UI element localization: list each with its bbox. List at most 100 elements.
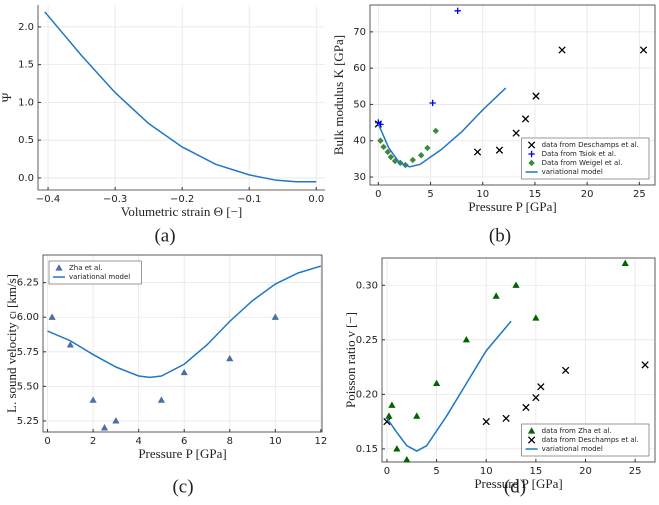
- y-tick-label: 40: [353, 136, 366, 147]
- x-tick-label: 12: [314, 436, 327, 447]
- marker-triangle: [100, 424, 109, 431]
- marker-x: [527, 141, 536, 149]
- marker-triangle: [413, 412, 421, 419]
- x-tick-label: 15: [530, 466, 543, 477]
- marker-diamond: [528, 159, 535, 167]
- marker-triangle: [66, 341, 74, 348]
- marker-triangle: [157, 396, 166, 403]
- x-tick-label: 25: [633, 189, 646, 200]
- marker-diamond: [384, 148, 391, 156]
- x-tick-label: 6: [181, 436, 187, 447]
- y-axis-label: Poisson ratio ν [−]: [343, 312, 358, 408]
- marker-triangle: [112, 417, 120, 424]
- y-tick-label: 0.25: [356, 335, 378, 346]
- marker-triangle: [271, 313, 279, 320]
- marker-x: [527, 436, 536, 444]
- y-tick-label: 1.5: [18, 60, 34, 71]
- model-line: [386, 320, 512, 452]
- y-tick-label: 0.30: [356, 280, 378, 291]
- marker-triangle: [492, 292, 500, 299]
- legend: Zha et al.variational model: [48, 260, 142, 285]
- marker-x: [641, 361, 649, 369]
- x-tick-label: 10: [480, 466, 493, 477]
- model-line: [44, 11, 317, 183]
- caption: (b): [489, 225, 511, 246]
- marker-x: [532, 393, 540, 402]
- legend-label: Zha et al.: [69, 264, 102, 272]
- y-tick-label: 5.75: [17, 347, 39, 358]
- marker-triangle: [48, 313, 56, 320]
- marker-plus: [454, 7, 461, 15]
- y-axis-label: Ψ: [0, 92, 14, 102]
- marker-triangle: [528, 427, 536, 434]
- x-tick-label: 15: [529, 189, 542, 200]
- marker-x: [561, 366, 570, 375]
- y-axis-label: Bulk modulus K [GPa]: [331, 35, 346, 155]
- marker-x: [495, 146, 504, 154]
- legend-label: variational model: [542, 168, 603, 176]
- caption: (d): [504, 476, 526, 497]
- marker-x: [482, 417, 490, 426]
- marker-x: [537, 383, 545, 391]
- marker-x: [639, 46, 648, 54]
- marker-diamond: [424, 144, 431, 152]
- marker-triangle: [226, 354, 234, 362]
- x-tick-label: −0.1: [237, 194, 261, 205]
- marker-diamond: [380, 143, 387, 151]
- y-tick-label: 1.0: [18, 97, 34, 108]
- x-axis-label: Volumetric strain Θ [−]: [121, 204, 243, 219]
- marker-triangle: [532, 314, 540, 321]
- y-tick-label: 6.25: [17, 278, 39, 289]
- marker-x: [558, 46, 566, 54]
- x-tick-label: 25: [629, 466, 642, 477]
- y-tick-label: 30: [353, 172, 366, 183]
- marker-diamond: [417, 152, 425, 159]
- y-tick-label: 2.0: [18, 22, 34, 33]
- x-tick-label: −0.3: [103, 194, 127, 205]
- x-axis-label: Pressure P [GPa]: [468, 199, 556, 214]
- marker-x: [512, 129, 520, 137]
- y-tick-label: 6.00: [17, 312, 39, 323]
- y-tick-label: 70: [353, 27, 366, 38]
- x-tick-label: 5: [427, 189, 433, 200]
- x-axis-label: Pressure P [GPa]: [138, 446, 226, 461]
- marker-triangle: [433, 379, 441, 387]
- y-tick-label: 0.5: [18, 135, 34, 146]
- x-tick-label: 4: [135, 436, 141, 447]
- x-tick-label: 5: [433, 466, 439, 477]
- legend-label: Data from Weigel et al.: [542, 159, 623, 167]
- marker-triangle: [462, 336, 470, 343]
- x-tick-label: 0: [44, 436, 50, 447]
- y-tick-label: 5.50: [17, 381, 39, 392]
- y-tick-label: 0.20: [356, 389, 378, 400]
- plot-frame: [369, 4, 656, 186]
- legend-box: [48, 260, 142, 285]
- marker-triangle: [385, 412, 393, 419]
- model-line: [377, 87, 507, 168]
- marker-triangle: [512, 281, 520, 288]
- y-axis-label: L. sound velocity cₗ [km/s]: [4, 274, 19, 413]
- legend-label: variational model: [69, 273, 130, 281]
- subplot: 0 2 4 6 8 10 12 5.25 5.50 5.75 6.00 6.25 Pressure P …: [4, 254, 327, 497]
- legend-label: variational model: [542, 445, 603, 453]
- subplot: 0 5 10 15 20 25 0.15 0.20 0.25 0.30 Pressure P [GP…: [343, 257, 656, 497]
- marker-x: [532, 92, 540, 100]
- y-tick-label: 60: [353, 63, 366, 74]
- marker-x: [502, 414, 510, 423]
- x-tick-label: 10: [269, 436, 282, 447]
- x-tick-label: 20: [579, 466, 592, 477]
- marker-x: [522, 403, 530, 412]
- legend: data from Deschamps et al.Data from Tsio…: [521, 137, 650, 180]
- x-tick-label: 20: [581, 189, 594, 200]
- marker-triangle: [621, 259, 629, 267]
- marker-triangle: [403, 456, 411, 463]
- legend-label: data from Zha et al.: [542, 427, 612, 435]
- legend-label: Data from Tsiok et al.: [542, 150, 616, 158]
- marker-x: [383, 417, 391, 426]
- caption: (c): [172, 476, 193, 497]
- marker-triangle: [55, 264, 63, 271]
- marker-x: [521, 115, 530, 123]
- legend-label: data from Deschamps et al.: [542, 436, 639, 444]
- marker-diamond: [377, 137, 384, 144]
